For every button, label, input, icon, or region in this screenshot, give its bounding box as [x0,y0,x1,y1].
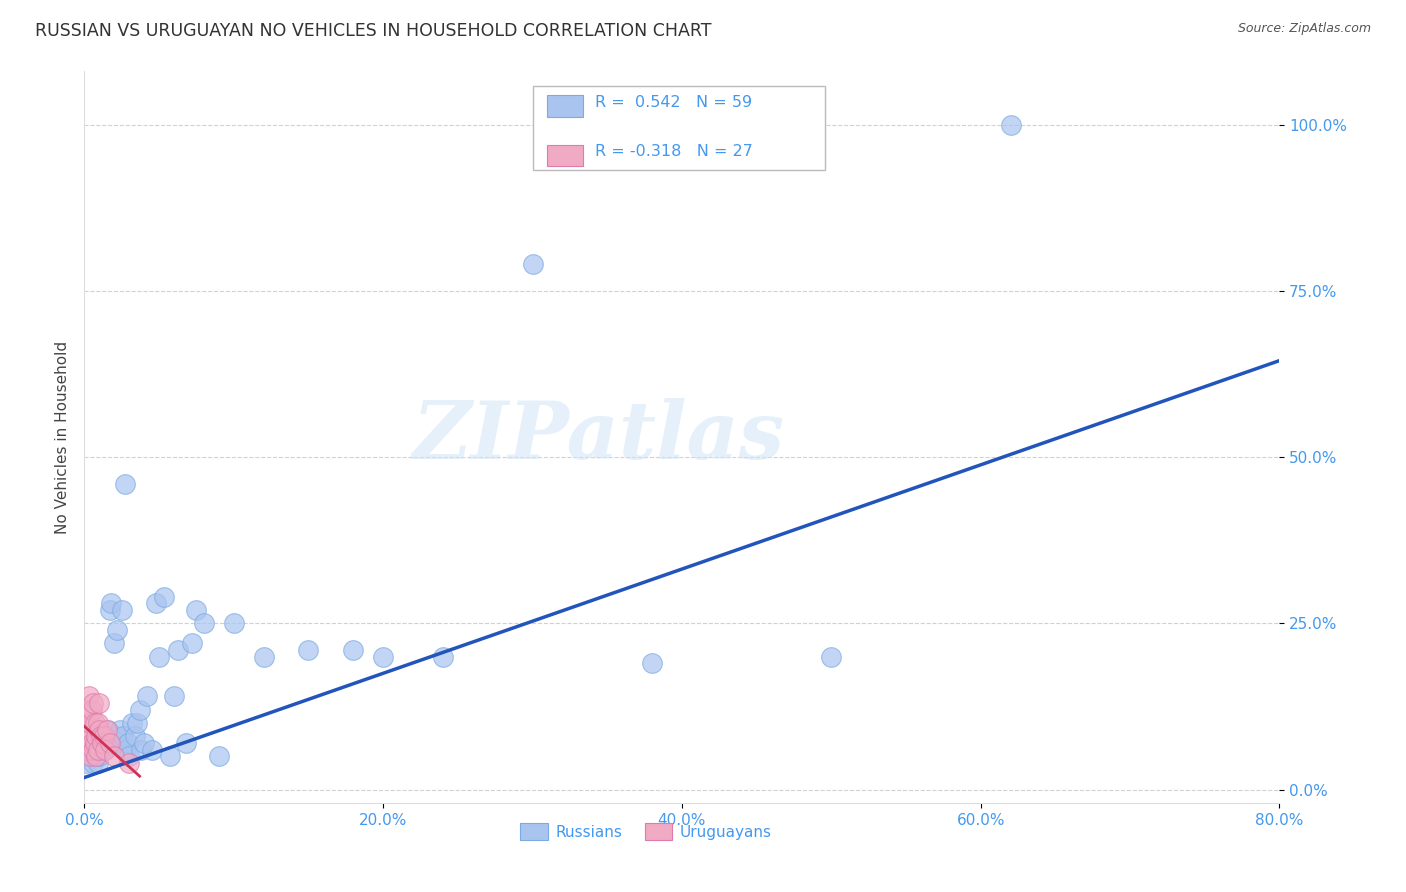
Point [75,756,97,770]
Point [820,649,842,664]
Point [90,742,112,756]
Point [105,623,128,637]
FancyBboxPatch shape [547,145,582,167]
Point [136,690,159,704]
Point [129,742,152,756]
Point [76,729,98,743]
Point [522,257,544,271]
Point [114,476,136,491]
Point [111,603,134,617]
Point [89,696,111,710]
Point [87,716,110,731]
Point [121,716,143,731]
Point [125,716,148,731]
Point [79,742,101,756]
FancyBboxPatch shape [547,95,582,118]
Point [181,636,204,650]
Point [112,729,135,743]
Point [83,749,105,764]
Point [93,742,115,756]
Point [208,749,231,764]
Point [98,603,121,617]
Point [145,596,167,610]
Point [80,736,103,750]
Point [89,749,111,764]
Point [103,636,125,650]
Point [103,749,125,764]
Point [96,729,118,743]
Point [77,690,100,704]
Point [152,590,174,604]
Point [222,616,245,631]
Point [186,603,208,617]
Point [104,729,127,743]
Point [80,703,103,717]
Point [342,643,364,657]
Point [76,703,98,717]
Point [94,736,117,750]
Point [93,729,115,743]
FancyBboxPatch shape [533,86,825,170]
Point [82,756,104,770]
Point [159,749,181,764]
Point [91,736,114,750]
Point [132,736,156,750]
Point [141,742,163,756]
Point [167,643,190,657]
Legend: Russians, Uruguayans: Russians, Uruguayans [515,816,778,847]
Point [297,643,319,657]
Point [115,742,138,756]
Point [118,756,141,770]
Point [96,723,118,737]
Point [79,716,101,731]
Point [86,729,108,743]
Point [193,616,215,631]
Point [163,690,186,704]
Point [432,649,454,664]
Point [641,656,664,670]
Point [100,596,122,610]
Point [87,742,110,756]
Point [107,736,129,750]
Point [117,736,139,750]
Point [118,749,141,764]
Text: Source: ZipAtlas.com: Source: ZipAtlas.com [1237,22,1371,36]
Point [86,742,108,756]
Point [373,649,395,664]
Point [82,696,104,710]
Point [91,736,114,750]
Point [98,736,121,750]
Point [94,742,117,756]
Text: R = -0.318   N = 27: R = -0.318 N = 27 [595,145,752,160]
Point [97,723,120,737]
Point [89,723,111,737]
Text: RUSSIAN VS URUGUAYAN NO VEHICLES IN HOUSEHOLD CORRELATION CHART: RUSSIAN VS URUGUAYAN NO VEHICLES IN HOUS… [35,22,711,40]
Point [87,756,110,770]
Point [110,723,132,737]
Point [253,649,276,664]
Point [148,649,170,664]
Point [77,723,100,737]
Point [83,736,105,750]
Y-axis label: No Vehicles in Household: No Vehicles in Household [55,341,70,533]
Point [80,749,103,764]
Point [86,749,108,764]
Point [174,736,197,750]
Point [82,742,104,756]
Text: ZIPatlas: ZIPatlas [412,399,785,475]
Point [79,749,101,764]
Point [76,749,98,764]
Text: R =  0.542   N = 59: R = 0.542 N = 59 [595,95,752,111]
Point [77,742,100,756]
Point [90,729,112,743]
Point [83,716,105,731]
Point [101,736,124,750]
Point [124,729,146,743]
Point [75,742,97,756]
Point [1000,118,1022,132]
Point [128,703,150,717]
